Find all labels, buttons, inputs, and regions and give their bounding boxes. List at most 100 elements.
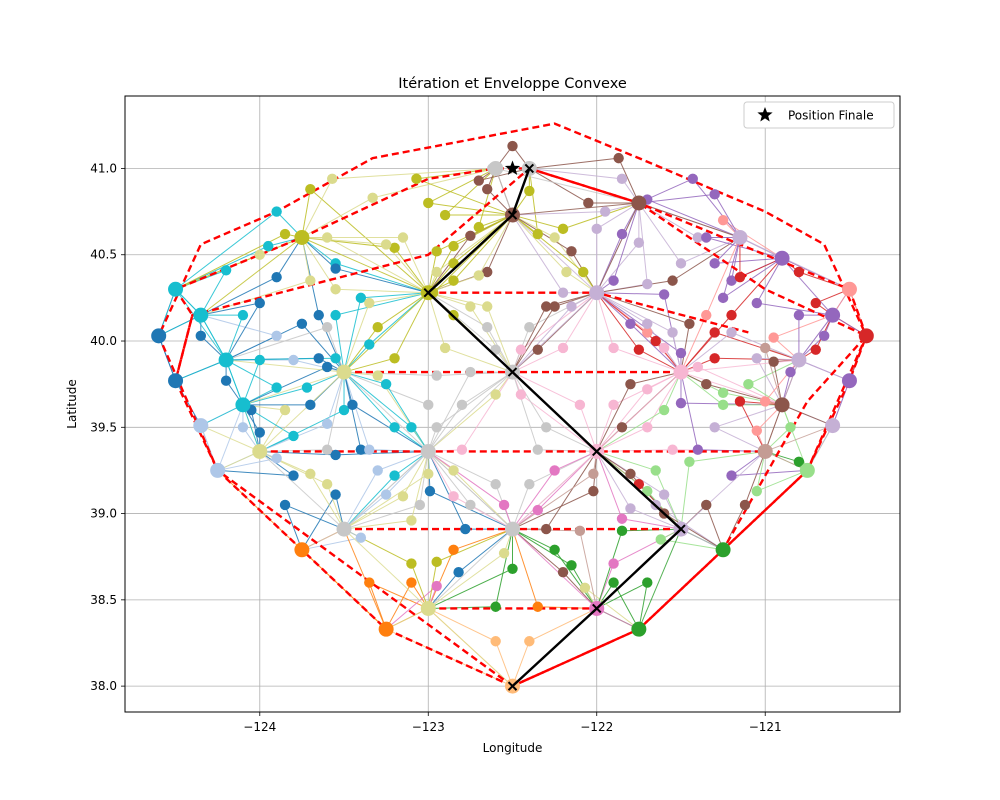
hub-edge bbox=[798, 359, 850, 382]
data-point bbox=[271, 330, 282, 342]
data-point bbox=[625, 468, 636, 480]
data-point bbox=[785, 366, 796, 378]
data-point bbox=[498, 499, 510, 511]
connection-edge bbox=[680, 314, 707, 373]
hub-edge bbox=[301, 237, 429, 294]
connection-edge bbox=[293, 359, 345, 373]
data-point bbox=[768, 332, 779, 343]
data-point bbox=[633, 344, 645, 355]
data-point bbox=[321, 232, 333, 243]
data-point bbox=[692, 444, 704, 455]
connection-edge bbox=[217, 457, 277, 471]
hub-edge bbox=[798, 314, 834, 361]
hub-point bbox=[589, 285, 605, 301]
hub-edge bbox=[200, 404, 244, 427]
y-tick-label: 39.0 bbox=[90, 507, 117, 521]
connection-edge bbox=[529, 157, 619, 169]
hub-point bbox=[488, 160, 504, 176]
connection-edge bbox=[428, 451, 496, 485]
data-point bbox=[524, 185, 535, 197]
connection-edge bbox=[335, 268, 429, 294]
connection-edge bbox=[596, 450, 656, 471]
connection-edge bbox=[427, 451, 466, 530]
hub-edge bbox=[764, 404, 783, 452]
data-point bbox=[709, 353, 720, 364]
hub-edge bbox=[242, 371, 345, 406]
connection-edge bbox=[655, 470, 682, 530]
connection-edge bbox=[638, 202, 682, 264]
data-point bbox=[364, 444, 375, 455]
data-point bbox=[532, 601, 543, 612]
data-point bbox=[726, 470, 737, 481]
connection-edge bbox=[377, 292, 429, 328]
connection-edge bbox=[697, 449, 766, 452]
connection-edge bbox=[242, 387, 308, 406]
connection-edge bbox=[495, 641, 513, 687]
data-point bbox=[414, 499, 426, 511]
data-point bbox=[364, 339, 375, 350]
legend: Position Finale bbox=[743, 101, 895, 129]
connection-edge bbox=[385, 383, 429, 452]
connection-edge bbox=[596, 280, 673, 294]
data-point bbox=[321, 418, 333, 430]
axis-ticks: −124 −123 −122 −121 38.0 38.5 39.0 39.5 40.0 40.5… bbox=[90, 161, 781, 734]
data-point bbox=[642, 422, 653, 433]
connection-edge bbox=[242, 359, 261, 406]
legend-label-final-position: Position Finale bbox=[788, 109, 874, 123]
connection-edge bbox=[529, 168, 589, 204]
data-point bbox=[355, 292, 367, 304]
hub-point bbox=[336, 521, 352, 537]
data-point bbox=[549, 465, 560, 476]
data-point bbox=[423, 197, 434, 209]
data-point bbox=[566, 246, 577, 257]
data-point bbox=[734, 271, 746, 283]
data-point bbox=[327, 173, 338, 185]
hub-point bbox=[715, 542, 731, 558]
connection-edge bbox=[714, 194, 741, 238]
connection-edge bbox=[369, 292, 429, 304]
final-position-star bbox=[504, 160, 521, 175]
data-point bbox=[608, 342, 619, 354]
data-point bbox=[465, 366, 476, 378]
data-point bbox=[532, 228, 543, 240]
hub-point bbox=[631, 621, 647, 637]
data-point bbox=[642, 485, 653, 497]
data-point bbox=[751, 485, 762, 497]
connection-edge bbox=[579, 530, 598, 609]
data-point bbox=[743, 378, 754, 390]
data-point bbox=[507, 563, 518, 574]
data-point bbox=[465, 230, 476, 241]
connection-edge bbox=[596, 292, 690, 325]
connection-edge bbox=[660, 538, 724, 551]
hub-edge bbox=[765, 450, 808, 471]
data-point bbox=[675, 397, 687, 409]
connection-edge bbox=[596, 202, 640, 230]
x-tick-label: −121 bbox=[749, 720, 782, 734]
connection-edge bbox=[663, 513, 724, 551]
data-point bbox=[473, 221, 485, 233]
connection-edge bbox=[242, 366, 328, 406]
data-point bbox=[465, 301, 476, 312]
connection-edge bbox=[647, 199, 741, 238]
hub-edge bbox=[200, 425, 260, 452]
path-vertex-marker bbox=[592, 603, 602, 614]
connection-edge bbox=[618, 157, 640, 204]
connection-edge bbox=[630, 323, 682, 373]
connection-edge bbox=[613, 347, 682, 373]
hub-point bbox=[294, 229, 310, 245]
connection-edge bbox=[512, 214, 564, 293]
data-point bbox=[271, 382, 282, 393]
hub-edge bbox=[175, 380, 202, 426]
data-point bbox=[684, 456, 695, 468]
hub-point bbox=[791, 352, 807, 368]
data-point bbox=[760, 342, 771, 354]
connection-edge bbox=[385, 585, 438, 630]
connection-edge bbox=[225, 359, 277, 389]
connection-edge bbox=[309, 473, 345, 530]
data-point bbox=[658, 489, 670, 500]
connection-edge bbox=[512, 528, 539, 607]
connection-edge bbox=[301, 323, 345, 373]
data-point bbox=[271, 271, 282, 283]
hub-edge bbox=[175, 359, 227, 382]
connection-edge bbox=[596, 383, 631, 452]
